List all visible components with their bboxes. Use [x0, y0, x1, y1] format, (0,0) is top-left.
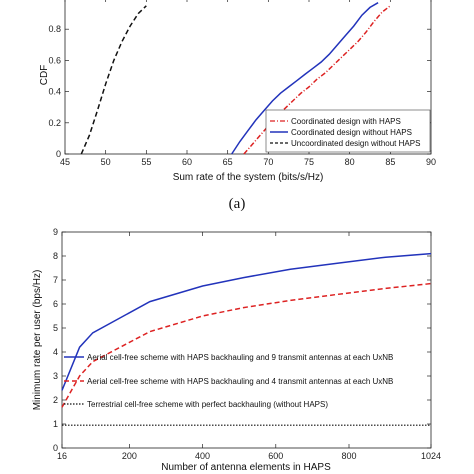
y-tick-label: 5 [53, 323, 58, 333]
x-tick-label: 65 [223, 157, 233, 167]
x-tick-label: 1024 [421, 451, 441, 461]
y-tick-label: 6 [53, 299, 58, 309]
x-tick-label: 800 [341, 451, 356, 461]
x-tick-label: 70 [263, 157, 273, 167]
x-tick-label: 75 [304, 157, 314, 167]
y-tick-label: 3 [53, 371, 58, 381]
x-tick-label: 600 [268, 451, 283, 461]
x-tick-label: 200 [122, 451, 137, 461]
y-tick-label: 0.6 [48, 55, 61, 65]
series-line-0-1 [231, 2, 379, 155]
cdf-y-axis-label: CDF [39, 65, 50, 86]
legend-label-aerial-9-antennas: Aerial cell-free scheme with HAPS backha… [87, 353, 393, 362]
x-tick-label: 45 [60, 157, 70, 167]
cdf-legend-box [265, 109, 431, 153]
x-tick-label: 16 [57, 451, 67, 461]
y-tick-label: 9 [53, 227, 58, 237]
y-tick-label: 1 [53, 419, 58, 429]
y-tick-label: 0.8 [48, 24, 61, 34]
series-line-1-0 [61, 252, 432, 391]
x-tick-label: 50 [101, 157, 111, 167]
series-line-1-1 [61, 282, 432, 408]
x-tick-label: 85 [385, 157, 395, 167]
y-tick-label: 0 [53, 443, 58, 453]
legend-label-terrestrial: Terrestrial cell-free scheme with perfec… [87, 400, 328, 409]
min-rate-y-axis-label: Minimum rate per user (bps/Hz) [32, 270, 43, 411]
legend-label-coordinated-without-haps: Coordinated design without HAPS [291, 128, 412, 137]
legend-label-aerial-4-antennas: Aerial cell-free scheme with HAPS backha… [87, 377, 393, 386]
y-tick-label: 0.4 [48, 87, 61, 97]
min-rate-plot-area [61, 231, 432, 449]
legend-label-coordinated-with-haps: Coordinated design with HAPS [291, 117, 401, 126]
y-tick-label: 8 [53, 251, 58, 261]
y-tick-label: 0 [56, 149, 61, 159]
y-tick-label: 4 [53, 347, 58, 357]
x-tick-label: 55 [141, 157, 151, 167]
y-tick-label: 0.2 [48, 118, 61, 128]
legend-label-uncoordinated-without-haps: Uncoordinated design without HAPS [291, 139, 420, 148]
x-tick-label: 400 [195, 451, 210, 461]
cdf-x-axis-label: Sum rate of the system (bits/s/Hz) [173, 172, 324, 183]
x-tick-label: 80 [345, 157, 355, 167]
min-rate-x-axis-label: Number of antenna elements in HAPS [161, 462, 331, 473]
x-tick-label: 90 [426, 157, 436, 167]
min-rate-legend: Aerial cell-free scheme with HAPS backha… [64, 353, 393, 409]
min-rate-chart-panel: 0 1 2 3 4 5 6 7 8 9 16 200 400 600 800 1024 Minimum ra… [32, 227, 441, 473]
x-tick-label: 60 [182, 157, 192, 167]
cdf-plot-area [64, 0, 432, 155]
y-tick-label: 2 [53, 395, 58, 405]
series-line-0-2 [80, 5, 147, 155]
cdf-chart-panel: 0 0.2 0.4 0.6 0.8 45 50 55 60 65 70 75 80 85 90 CDF S… [39, 0, 436, 183]
cdf-legend: Coordinated design with HAPS Coordinated… [265, 109, 431, 153]
panel-a-caption: (a) [229, 196, 246, 212]
y-tick-label: 7 [53, 275, 58, 285]
